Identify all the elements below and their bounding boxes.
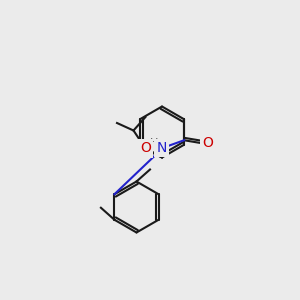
Text: O: O [140,142,151,155]
Text: N: N [156,141,167,155]
Text: H: H [150,138,158,148]
Text: O: O [202,136,213,150]
